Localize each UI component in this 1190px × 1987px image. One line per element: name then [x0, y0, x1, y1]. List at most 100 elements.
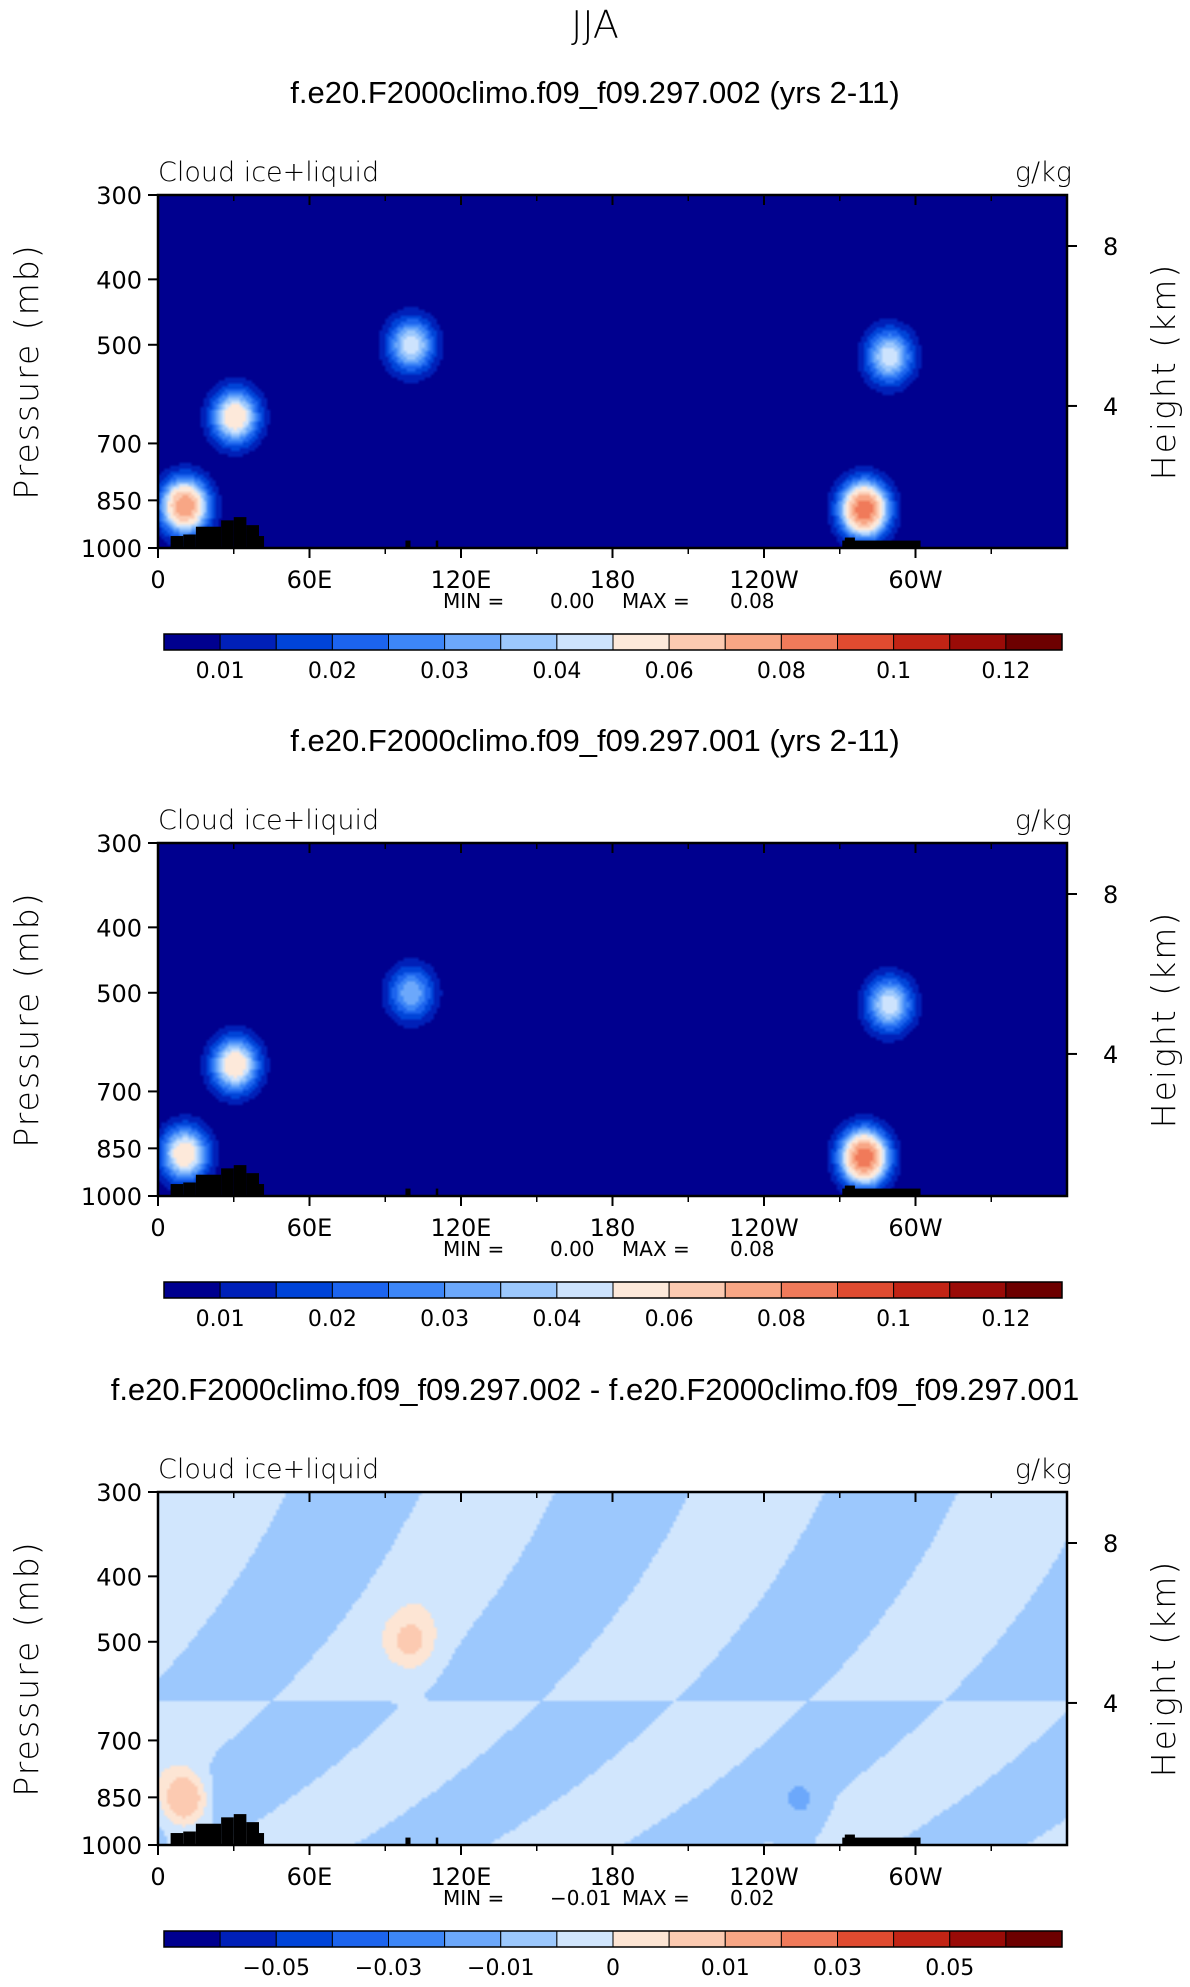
y2-axis-label: Height (km): [1144, 911, 1183, 1128]
y-tick-label: 400: [96, 266, 142, 294]
land-mask: [221, 1168, 234, 1196]
land-mask: [233, 1814, 247, 1845]
colorbar-swatch: [668, 1281, 726, 1299]
colorbar-swatch: [780, 1281, 838, 1299]
land-mask: [842, 1837, 921, 1845]
min-label: MIN =: [443, 589, 504, 613]
land-mask: [246, 1822, 259, 1845]
y-tick-label: 700: [96, 430, 142, 458]
colorbar-label: 0.03: [813, 1956, 862, 1981]
colorbar-swatch: [949, 1281, 1007, 1299]
colorbar-swatch: [780, 633, 838, 651]
y-tick-label: 700: [96, 1727, 142, 1755]
land-mask: [170, 1184, 184, 1196]
units-label: g/kg: [1015, 157, 1072, 188]
x-tick-label: 60W: [888, 1863, 942, 1891]
y-tick-label: 300: [96, 830, 142, 858]
colorbar-label: 0.02: [308, 659, 357, 684]
max-value: 0.02: [730, 1886, 775, 1910]
colorbar-swatch: [1005, 1930, 1063, 1948]
colorbar-swatch: [444, 1281, 502, 1299]
colorbar-label: 0.05: [925, 1956, 974, 1981]
colorbar-swatch: [163, 1281, 221, 1299]
x-tick-label: 60E: [287, 1214, 333, 1242]
colorbar-swatch: [893, 633, 951, 651]
land-mask: [195, 526, 222, 548]
land-mask: [246, 1173, 259, 1196]
colorbar-swatch: [612, 1930, 670, 1948]
variable-label: Cloud ice+liquid: [158, 1454, 379, 1485]
colorbar-swatch: [837, 633, 895, 651]
max-label: MAX =: [622, 1237, 690, 1261]
land-mask: [842, 1188, 921, 1196]
land-mask: [844, 1185, 855, 1196]
colorbar-label: 0: [606, 1956, 620, 1981]
land-mask: [233, 517, 247, 548]
colorbar-swatch: [388, 633, 446, 651]
min-value: −0.01: [550, 1886, 611, 1910]
y2-axis-label: Height (km): [1144, 1560, 1183, 1777]
colorbar-swatch: [444, 1930, 502, 1948]
land-mask: [170, 536, 184, 548]
x-tick-label: 0: [150, 1863, 165, 1891]
y-axis-label: Pressure (mb): [7, 1540, 46, 1796]
x-tick-label: 120W: [729, 566, 799, 594]
max-value: 0.08: [730, 589, 775, 613]
colorbar-frame: [163, 633, 1063, 651]
colorbar-swatch: [556, 1281, 614, 1299]
colorbar-swatch: [163, 1930, 221, 1948]
colorbar-swatch: [612, 633, 670, 651]
variable-label: Cloud ice+liquid: [158, 157, 379, 188]
y2-tick-label: 4: [1103, 1690, 1118, 1718]
x-tick-label: 120E: [431, 1863, 492, 1891]
land-mask: [195, 1823, 222, 1845]
colorbar-swatch: [331, 1930, 389, 1948]
colorbar-swatch: [163, 633, 221, 651]
colorbar-swatch: [444, 633, 502, 651]
colorbar-swatch: [219, 1281, 277, 1299]
y2-tick-label: 8: [1103, 233, 1118, 261]
x-tick-label: 0: [150, 566, 165, 594]
y2-tick-label: 8: [1103, 1530, 1118, 1558]
max-value: 0.08: [730, 1237, 775, 1261]
y-axis-label: Pressure (mb): [7, 243, 46, 499]
chart-panel-3: f.e20.F2000climo.f09_f09.297.002 - f.e20…: [7, 1372, 1183, 1981]
land-mask: [844, 537, 855, 548]
colorbar-label: 0.08: [757, 1307, 806, 1332]
land-mask: [221, 520, 234, 548]
colorbar-swatch: [724, 1930, 782, 1948]
colorbar-swatch: [612, 1281, 670, 1299]
x-tick-label: 120E: [431, 1214, 492, 1242]
colorbar-label: 0.04: [532, 659, 581, 684]
y-tick-label: 400: [96, 914, 142, 942]
land-mask: [435, 1837, 439, 1845]
x-tick-label: 180: [590, 566, 636, 594]
x-tick-label: 60W: [888, 1214, 942, 1242]
colorbar-swatch: [837, 1930, 895, 1948]
colorbar-swatch: [219, 633, 277, 651]
land-mask: [183, 534, 196, 548]
y2-tick-label: 4: [1103, 1041, 1118, 1069]
units-label: g/kg: [1015, 805, 1072, 836]
colorbar-frame: [163, 1281, 1063, 1299]
colorbar-label: 0.01: [196, 1307, 245, 1332]
colorbar-swatch: [275, 633, 333, 651]
y-tick-label: 500: [96, 1629, 142, 1657]
colorbar-label: −0.05: [243, 1956, 310, 1981]
colorbar-label: 0.03: [420, 659, 469, 684]
colorbar-swatch: [1005, 633, 1063, 651]
colorbar-label: 0.06: [645, 659, 694, 684]
land-mask: [170, 1833, 184, 1845]
colorbar-label: 0.04: [532, 1307, 581, 1332]
colorbar-swatch: [388, 1930, 446, 1948]
x-tick-label: 120W: [729, 1863, 799, 1891]
panel-title: f.e20.F2000climo.f09_f09.297.002 (yrs 2-…: [290, 75, 899, 110]
colorbar-swatch: [780, 1930, 838, 1948]
colorbar-label: 0.01: [701, 1956, 750, 1981]
y-tick-label: 300: [96, 182, 142, 210]
x-tick-label: 180: [590, 1214, 636, 1242]
colorbar-swatch: [331, 1281, 389, 1299]
colorbar-swatch: [275, 1930, 333, 1948]
y2-tick-label: 4: [1103, 393, 1118, 421]
